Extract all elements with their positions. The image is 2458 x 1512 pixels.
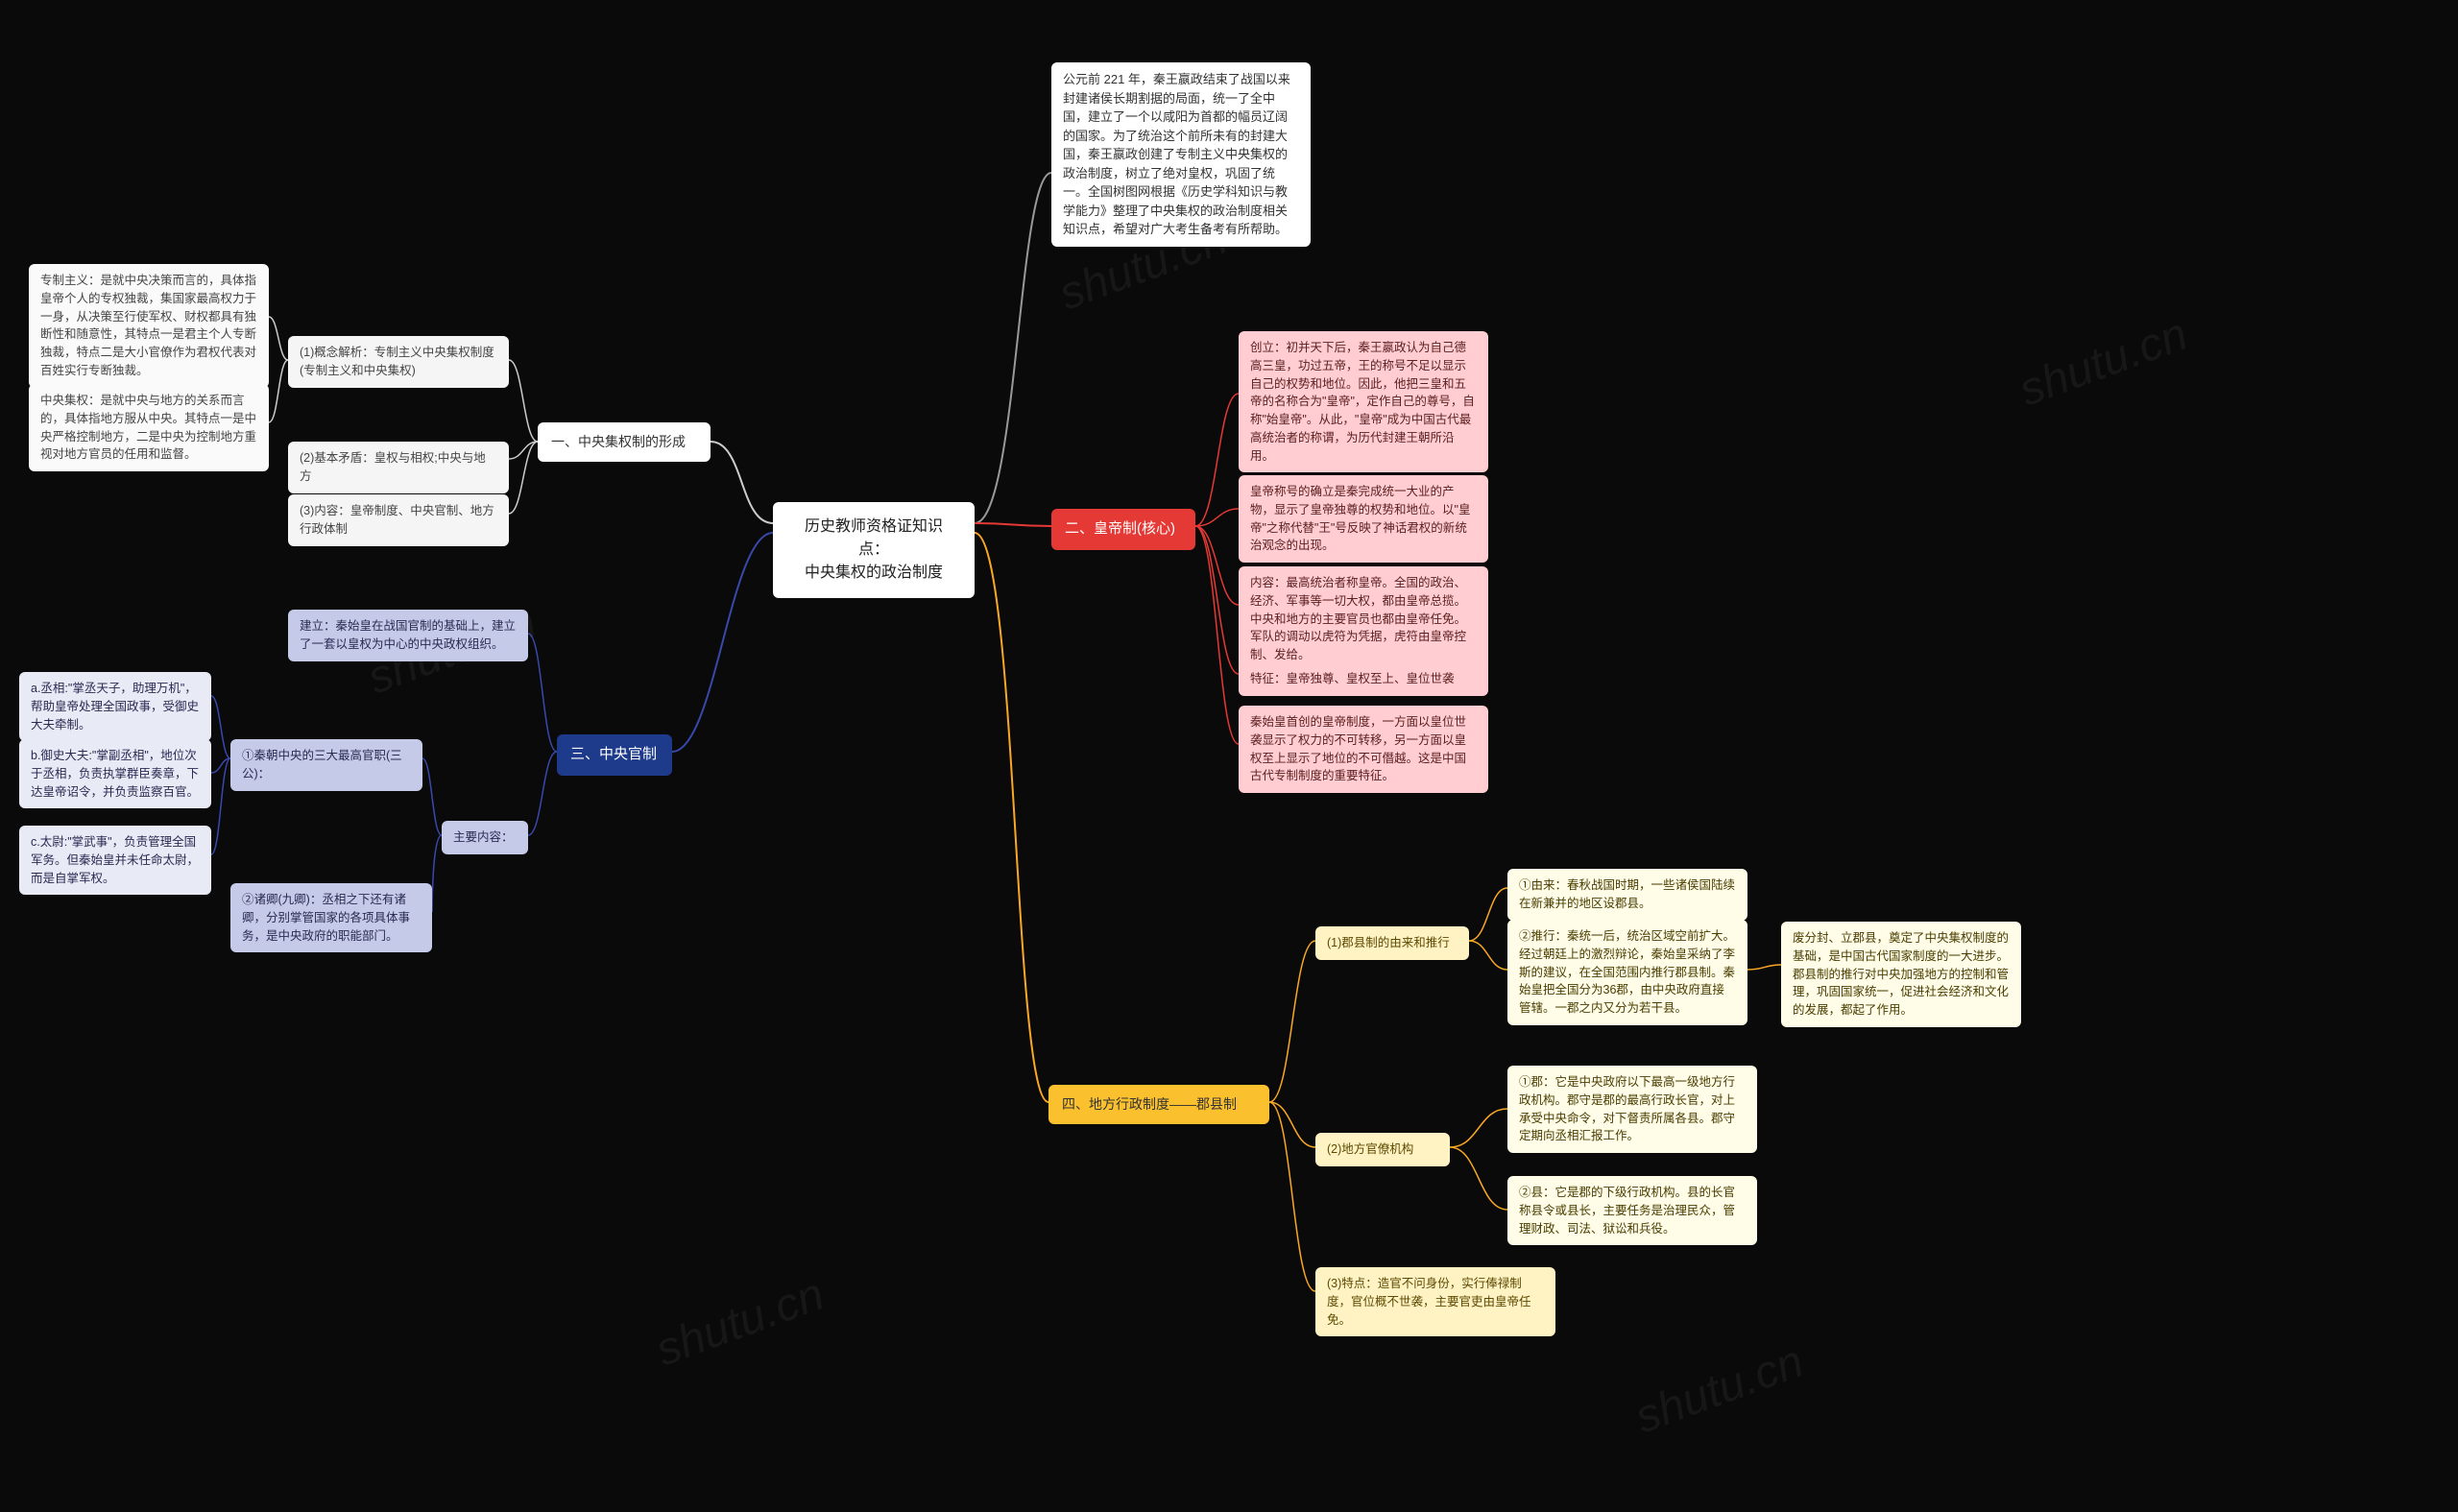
branch1-child-1[interactable]: (2)基本矛盾：皇权与相权;中央与地方 xyxy=(288,442,509,493)
branch2-child-4: 秦始皇首创的皇帝制度，一方面以皇位世袭显示了权力的不可转移，另一方面以皇权至上显… xyxy=(1239,706,1488,793)
watermark: shutu.cn xyxy=(1628,1335,1810,1445)
branch2-child-2: 内容：最高统治者称皇帝。全国的政治、经济、军事等一切大权，都由皇帝总揽。中央和地… xyxy=(1239,566,1488,672)
branch1-child-2[interactable]: (3)内容：皇帝制度、中央官制、地方行政体制 xyxy=(288,494,509,546)
branch4-child-0-sub-0: ①由来：春秋战国时期，一些诸侯国陆续在新兼并的地区设郡县。 xyxy=(1507,869,1747,921)
branch3-child-1-sub-1: ②诸卿(九卿)：丞相之下还有诸卿，分别掌管国家的各项具体事务，是中央政府的职能部… xyxy=(230,883,432,952)
branch4-child-0-sub-1: ②推行：秦统一后，统治区域空前扩大。经过朝廷上的激烈辩论，秦始皇采纳了李斯的建议… xyxy=(1507,920,1747,1025)
branch4-child-1[interactable]: (2)地方官僚机构 xyxy=(1315,1133,1450,1166)
branch1-child-0-leaf-0: 专制主义：是就中央决策而言的，具体指皇帝个人的专权独裁，集国家最高权力于一身，从… xyxy=(29,264,269,388)
branch4-child-2: (3)特点：造官不问身份，实行俸禄制度，官位概不世袭，主要官吏由皇帝任免。 xyxy=(1315,1267,1555,1336)
branch3-sangong-a: a.丞相:"掌丞天子，助理万机"，帮助皇帝处理全国政事，受御史大夫牵制。 xyxy=(19,672,211,741)
branch3-child-1[interactable]: 主要内容： xyxy=(442,821,528,854)
branch4-child-1-sub-0: ①郡：它是中央政府以下最高一级地方行政机构。郡守是郡的最高行政长官，对上承受中央… xyxy=(1507,1066,1757,1153)
branch2-child-1: 皇帝称号的确立是秦完成统一大业的产物，显示了皇帝独尊的权势和地位。以"皇帝"之称… xyxy=(1239,475,1488,563)
branch3-sangong-c: c.太尉:"掌武事"，负责管理全国军务。但秦始皇并未任命太尉，而是自掌军权。 xyxy=(19,826,211,895)
branch3-child-0: 建立：秦始皇在战国官制的基础上，建立了一套以皇权为中心的中央政权组织。 xyxy=(288,610,528,661)
branch3-child-1-sub-0[interactable]: ①秦朝中央的三大最高官职(三公)： xyxy=(230,739,422,791)
intro-paragraph: 公元前 221 年，秦王嬴政结束了战国以来封建诸侯长期割据的局面，统一了全中国，… xyxy=(1051,62,1311,247)
branch4-child-1-sub-1: ②县：它是郡的下级行政机构。县的长官称县令或县长，主要任务是治理民众，管理财政、… xyxy=(1507,1176,1757,1245)
branch3-title[interactable]: 三、中央官制 xyxy=(557,734,672,776)
branch1-child-0-leaf-1: 中央集权：是就中央与地方的关系而言的，具体指地方服从中央。其特点一是中央严格控制… xyxy=(29,384,269,471)
watermark: shutu.cn xyxy=(649,1268,831,1378)
branch2-title[interactable]: 二、皇帝制(核心) xyxy=(1051,509,1195,550)
branch2-child-3: 特征：皇帝独尊、皇权至上、皇位世袭 xyxy=(1239,662,1488,696)
branch4-title[interactable]: 四、地方行政制度——郡县制 xyxy=(1048,1085,1269,1124)
root-node[interactable]: 历史教师资格证知识点：中央集权的政治制度 xyxy=(773,502,975,598)
watermark: shutu.cn xyxy=(2012,308,2194,418)
branch4-child-0-sub-1-extra: 废分封、立郡县，奠定了中央集权制度的基础，是中国古代国家制度的一大进步。郡县制的… xyxy=(1781,922,2021,1027)
branch4-child-0[interactable]: (1)郡县制的由来和推行 xyxy=(1315,926,1469,960)
branch2-child-0: 创立：初并天下后，秦王嬴政认为自己德高三皇，功过五帝，王的称号不足以显示自己的权… xyxy=(1239,331,1488,472)
branch1-child-0[interactable]: (1)概念解析：专制主义中央集权制度(专制主义和中央集权) xyxy=(288,336,509,388)
branch3-sangong-b: b.御史大夫:"掌副丞相"，地位次于丞相，负责执掌群臣奏章，下达皇帝诏令，并负责… xyxy=(19,739,211,808)
branch1-title[interactable]: 一、中央集权制的形成 xyxy=(538,422,711,462)
